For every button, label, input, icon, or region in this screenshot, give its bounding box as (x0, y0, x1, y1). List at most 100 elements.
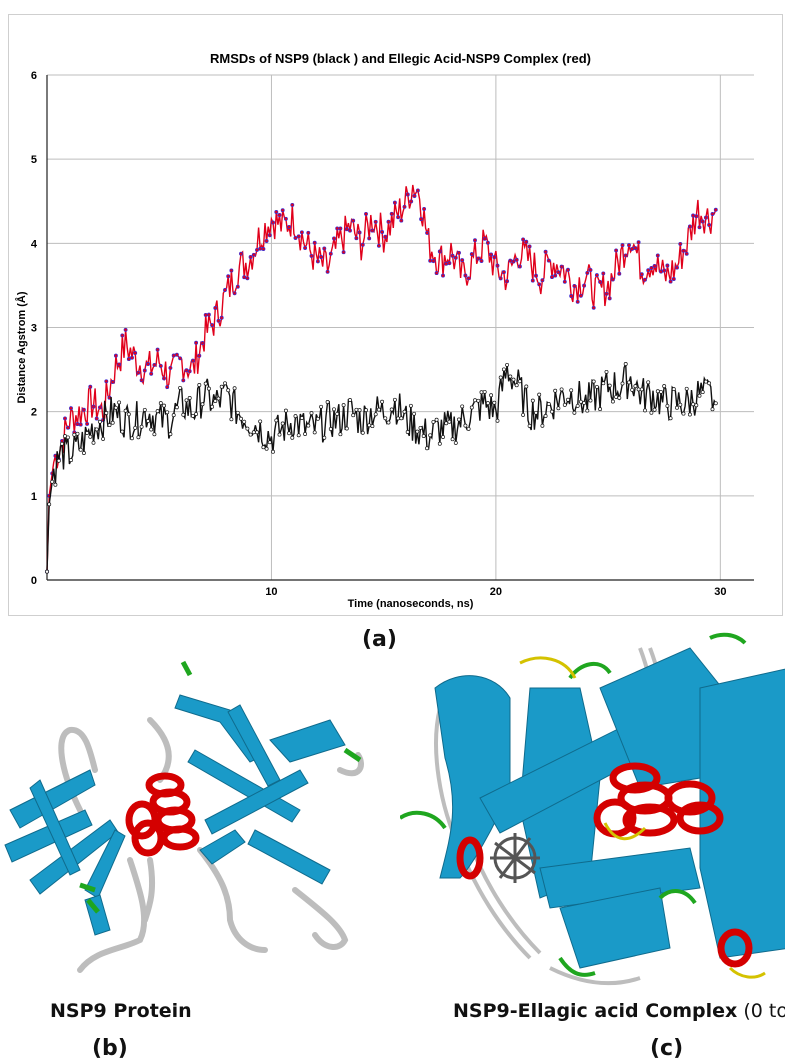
data-point (405, 430, 410, 434)
data-point (197, 383, 202, 387)
data-point (655, 253, 660, 258)
data-point (357, 230, 362, 235)
data-point (232, 386, 237, 391)
data-point (607, 296, 612, 301)
data-point (508, 374, 513, 379)
data-point (444, 421, 449, 426)
data-point (620, 243, 625, 248)
data-point (351, 413, 356, 418)
data-point (562, 279, 567, 284)
data-point (591, 305, 596, 310)
data-point (72, 432, 77, 437)
data-point (588, 398, 593, 403)
data-point (229, 417, 234, 422)
data-point (101, 436, 106, 441)
panel-c-caption-main: NSP9-Ellagic acid Complex (453, 1000, 738, 1022)
data-point (267, 440, 272, 445)
data-point (566, 397, 570, 402)
data-point (687, 224, 692, 229)
beta-strands (4, 694, 346, 936)
data-point (675, 405, 679, 410)
data-point (271, 449, 275, 454)
data-point (617, 395, 622, 400)
data-point (415, 188, 420, 193)
data-point (703, 215, 708, 220)
data-point (703, 379, 708, 384)
data-point (248, 432, 253, 437)
data-point (60, 441, 64, 446)
data-point (425, 230, 430, 235)
data-point (408, 403, 413, 408)
data-point (566, 267, 570, 272)
data-point (473, 238, 477, 243)
data-point (639, 387, 644, 392)
data-point (223, 381, 227, 386)
data-point (495, 263, 500, 268)
data-point (45, 569, 49, 574)
data-point (457, 250, 461, 255)
data-point (94, 427, 99, 432)
data-point (91, 404, 96, 409)
data-point (370, 228, 375, 233)
data-point (514, 257, 519, 262)
data-point (245, 426, 250, 431)
data-point (120, 429, 125, 434)
data-point (107, 423, 112, 428)
data-point (428, 258, 433, 263)
data-point (447, 419, 452, 424)
data-point (261, 445, 266, 450)
data-point (181, 412, 186, 417)
data-point (376, 243, 381, 248)
data-point (104, 379, 109, 384)
data-point (598, 407, 603, 412)
data-point (171, 353, 176, 358)
data-point (463, 423, 468, 428)
data-point (146, 362, 150, 366)
data-point (419, 217, 424, 222)
data-point (65, 435, 70, 440)
data-point (396, 416, 401, 421)
data-point (335, 226, 340, 231)
series-layer (45, 184, 718, 574)
data-point (181, 378, 186, 383)
data-point (466, 426, 471, 431)
data-point (460, 258, 465, 263)
data-point (389, 211, 394, 216)
data-point (97, 405, 102, 410)
data-point (315, 259, 320, 264)
data-point (184, 398, 189, 403)
data-point (511, 377, 516, 382)
data-point (325, 269, 330, 274)
data-point (88, 434, 93, 439)
data-point (585, 408, 590, 413)
data-point (575, 299, 580, 304)
data-point (409, 199, 414, 204)
data-point (190, 358, 195, 363)
data-point (354, 407, 359, 412)
coil-loops (58, 717, 364, 973)
data-point (251, 252, 256, 257)
data-point (485, 401, 490, 406)
data-point (94, 416, 99, 421)
data-point (450, 253, 455, 258)
data-point (639, 272, 644, 277)
data-point (620, 381, 625, 386)
data-point (50, 479, 55, 484)
data-point (194, 412, 199, 416)
data-point (117, 362, 122, 367)
data-point (495, 418, 500, 423)
data-point (492, 400, 497, 405)
data-point (239, 251, 243, 256)
data-point (383, 416, 388, 421)
grid (47, 74, 754, 580)
data-point (142, 407, 147, 412)
data-point (399, 218, 404, 223)
data-point (130, 355, 134, 360)
turn-bundle (400, 632, 747, 977)
data-point (123, 327, 128, 332)
data-point (110, 420, 115, 425)
data-point (614, 248, 619, 253)
nsp9-ellagic-complex-structure (400, 632, 785, 986)
data-point (402, 204, 407, 209)
data-point (540, 423, 545, 428)
